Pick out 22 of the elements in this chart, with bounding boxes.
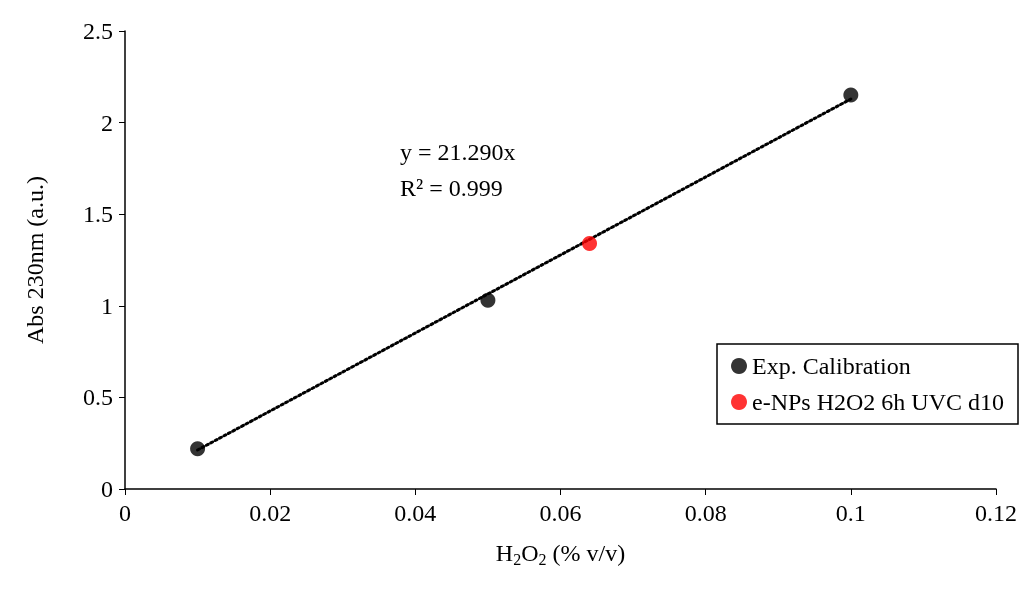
y-tick-label: 0 bbox=[101, 476, 113, 502]
y-tick-label: 1.5 bbox=[83, 201, 113, 228]
x-tick-label: 0.1 bbox=[835, 500, 866, 526]
x-tick-label: 0 bbox=[119, 500, 131, 526]
legend-label: e-NPs H2O2 6h UVC d10 bbox=[752, 389, 1004, 415]
y-tick-label: 2.5 bbox=[83, 18, 113, 44]
point bbox=[480, 292, 496, 308]
x-tick-label: 0.02 bbox=[249, 500, 292, 526]
point bbox=[843, 87, 859, 103]
y-axis-title: Abs 230nm (a.u.) bbox=[22, 176, 48, 344]
y-tick-label: 0.5 bbox=[83, 384, 113, 411]
point bbox=[190, 441, 206, 457]
annotation: R² = 0.999 bbox=[400, 175, 503, 201]
annotation: y = 21.290x bbox=[400, 139, 516, 165]
point bbox=[582, 236, 598, 252]
x-tick-label: 0.08 bbox=[684, 500, 727, 526]
x-tick-label: 0.06 bbox=[539, 500, 582, 526]
x-tick-label: 0.04 bbox=[394, 500, 437, 526]
x-tick-label: 0.12 bbox=[975, 500, 1017, 526]
y-tick-label: 1 bbox=[101, 292, 113, 319]
y-tick-label: 2 bbox=[101, 109, 113, 136]
legend-label: Exp. Calibration bbox=[752, 353, 911, 379]
